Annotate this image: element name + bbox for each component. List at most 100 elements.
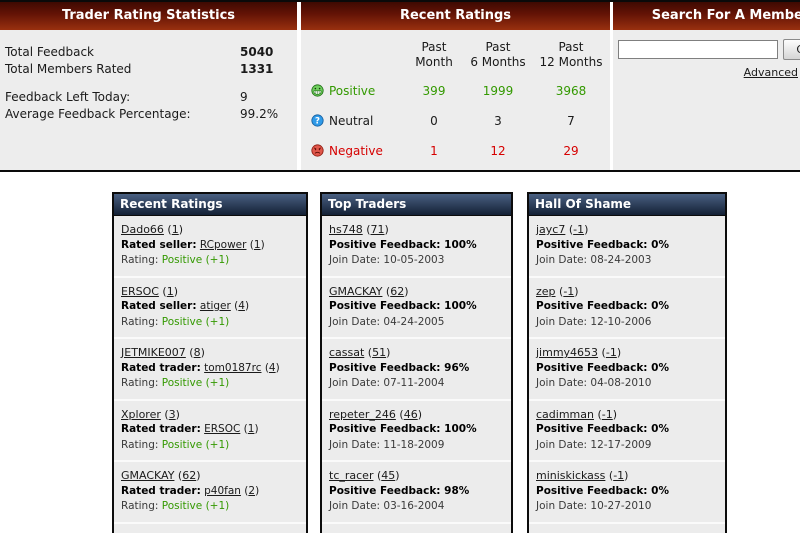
username-link[interactable]: Xplorer bbox=[121, 407, 161, 421]
recent-ratings-entries: Dado66 (1) Rated seller: RCpower (1) Ratin… bbox=[114, 216, 306, 533]
entry-user-line: Dado66 (1) bbox=[121, 223, 184, 236]
svg-text:?: ? bbox=[315, 116, 320, 126]
rated-role-label: Rated trader: bbox=[121, 484, 201, 497]
advanced-search-link[interactable]: Advanced bbox=[743, 66, 798, 79]
trader-entry: zep (-1) Positive Feedback: 0% Join Date: … bbox=[529, 275, 725, 338]
summary-period-header: Past 12 Months bbox=[539, 40, 603, 69]
feedback-count-link[interactable]: 46 bbox=[403, 407, 418, 421]
feedback-count-link[interactable]: -1 bbox=[573, 223, 585, 236]
stat-row: Total Feedback 5040 bbox=[5, 44, 291, 61]
rated-target-count-link[interactable]: 1 bbox=[253, 238, 261, 251]
positive-feedback-line: Positive Feedback: 0% bbox=[536, 484, 669, 497]
stat-row: Total Members Rated 1331 bbox=[5, 61, 291, 78]
entry-user-line: cassat (51) bbox=[329, 346, 391, 359]
summary-period-header: Past Month bbox=[415, 40, 453, 69]
summary-value: 399 bbox=[422, 84, 446, 98]
go-button[interactable]: Go bbox=[783, 39, 800, 60]
summary-period-header: Past 6 Months bbox=[470, 40, 526, 69]
rated-target-line: Rated trader: ERSOC (1) bbox=[121, 423, 259, 435]
username-link[interactable]: fastcar2011 bbox=[536, 531, 602, 533]
username-link[interactable]: tc_racer bbox=[329, 469, 374, 482]
trader-entry: jimmy4653 (-1) Positive Feedback: 0% Join … bbox=[529, 337, 725, 399]
member-search-input[interactable] bbox=[618, 40, 778, 59]
rated-target-link[interactable]: atiger bbox=[199, 300, 231, 312]
rated-target-count-link[interactable]: 2 bbox=[248, 484, 256, 497]
recent-rating-entry: JETMIKE007 (8) Rated trader: tom0187rc (4… bbox=[114, 337, 306, 399]
username-link[interactable]: jayc7 bbox=[536, 223, 566, 236]
feedback-count-link[interactable]: 2 bbox=[167, 531, 174, 533]
username-link[interactable]: floyd bbox=[329, 531, 356, 533]
rated-target-link[interactable]: tom0187rc bbox=[204, 361, 262, 374]
entry-user-line: zep (-1) bbox=[536, 284, 579, 298]
entry-user-line: fastcar2011 (-1) bbox=[536, 530, 720, 533]
rated-role-label: Rated trader: bbox=[121, 423, 201, 435]
feedback-count-link[interactable]: 62 bbox=[182, 469, 197, 482]
entry-user-line: hs748 (71) bbox=[329, 223, 389, 236]
trader-entry: cassat (51) Positive Feedback: 96% Join Da… bbox=[322, 337, 511, 399]
feedback-count-link[interactable]: 8 bbox=[193, 346, 201, 359]
feedback-count-link[interactable]: 3 bbox=[168, 407, 176, 421]
summary-row: ? Neutral 0 3 7 bbox=[301, 106, 609, 136]
positive-feedback-line: Positive Feedback: 100% bbox=[329, 423, 477, 435]
feedback-count-link[interactable]: -1 bbox=[613, 469, 625, 482]
feedback-count-link[interactable]: 1 bbox=[166, 284, 174, 298]
feedback-count-link[interactable]: 1 bbox=[171, 223, 179, 236]
feedback-count-link[interactable]: -1 bbox=[563, 284, 575, 298]
stat-value: 9 bbox=[240, 90, 248, 104]
username-link[interactable]: GMACKAY bbox=[329, 284, 383, 298]
username-link[interactable]: cassat bbox=[329, 346, 365, 359]
stat-value: 1331 bbox=[240, 62, 274, 76]
rated-target-link[interactable]: p40fan bbox=[204, 484, 241, 497]
feedback-count-link[interactable]: 62 bbox=[390, 284, 405, 298]
username-link[interactable]: JETMIKE007 bbox=[121, 346, 186, 359]
entry-user-line: GMACKAY (62) bbox=[329, 284, 409, 298]
username-link[interactable]: miniskickass bbox=[536, 469, 606, 482]
entry-user-line: repeter_246 (46) bbox=[329, 407, 422, 421]
rating-label: Rating: bbox=[121, 500, 159, 512]
rating-label: Rating: bbox=[121, 254, 159, 266]
entry-user-line: p40fan (2) bbox=[121, 530, 301, 533]
username-link[interactable]: cadimman bbox=[536, 407, 594, 421]
trader-entry: fastcar2011 (-1) bbox=[529, 521, 725, 533]
recent-rating-entry: ERSOC (1) Rated seller: atiger (4) Rating:… bbox=[114, 275, 306, 338]
top-traders-entries: hs748 (71) Positive Feedback: 100% Join Da… bbox=[322, 216, 511, 533]
rated-target-link[interactable]: ERSOC bbox=[204, 423, 241, 435]
rated-target-link[interactable]: RCpower bbox=[199, 238, 247, 251]
stat-label: Feedback Left Today: bbox=[5, 90, 131, 104]
stat-label: Total Feedback bbox=[5, 45, 94, 59]
rated-target-count-link[interactable]: 1 bbox=[247, 423, 255, 435]
rated-target-line: Rated trader: tom0187rc (4) bbox=[121, 361, 280, 374]
advanced-search-row: Advanced bbox=[613, 66, 798, 79]
entry-user-line: Xplorer (3) bbox=[121, 407, 180, 421]
username-link[interactable]: repeter_246 bbox=[329, 407, 396, 421]
username-link[interactable]: GMACKAY bbox=[121, 469, 175, 482]
username-link[interactable]: jimmy4653 bbox=[536, 346, 599, 359]
rating-value: Positive (+1) bbox=[161, 254, 230, 266]
username-link[interactable]: Dado66 bbox=[121, 223, 164, 236]
feedback-count-link[interactable]: 45 bbox=[381, 469, 396, 482]
username-link[interactable]: hs748 bbox=[329, 223, 363, 236]
feedback-count-link[interactable]: 71 bbox=[370, 223, 385, 236]
trader-entry: miniskickass (-1) Positive Feedback: 0% Jo… bbox=[529, 460, 725, 522]
rating-line: Rating: Positive (+1) bbox=[121, 315, 301, 331]
rated-target-count-link[interactable]: 4 bbox=[238, 300, 245, 312]
rating-value: Positive (+1) bbox=[161, 500, 230, 512]
positive-feedback-line: Positive Feedback: 0% bbox=[536, 423, 669, 435]
recent-ratings-summary-panel: Recent Ratings Past Month Past 6 Months Past… bbox=[301, 2, 610, 170]
feedback-count-link[interactable]: -1 bbox=[605, 346, 617, 359]
username-link[interactable]: zep bbox=[536, 284, 556, 298]
recent-rating-entry: p40fan (2)Rated seller: GMACKAY (62) bbox=[114, 521, 306, 533]
rated-target-count-link[interactable]: 4 bbox=[268, 361, 276, 374]
join-date-line: Join Date: 11-18-2009 bbox=[329, 438, 445, 451]
feedback-count-link[interactable]: -1 bbox=[601, 407, 613, 421]
username-link[interactable]: p40fan bbox=[121, 531, 160, 533]
username-link[interactable]: ERSOC bbox=[121, 284, 159, 298]
feedback-count-link[interactable]: 51 bbox=[372, 346, 387, 359]
feedback-count-link[interactable]: -1 bbox=[610, 531, 621, 533]
summary-corner-cell bbox=[301, 30, 405, 76]
feedback-count-link[interactable]: 44 bbox=[364, 531, 378, 533]
ratings-summary-table: Past Month Past 6 Months Past 12 Months Posit… bbox=[301, 30, 609, 166]
stat-value: 5040 bbox=[240, 45, 274, 59]
angry-smiley-icon bbox=[311, 144, 329, 158]
summary-value: 29 bbox=[563, 144, 579, 158]
